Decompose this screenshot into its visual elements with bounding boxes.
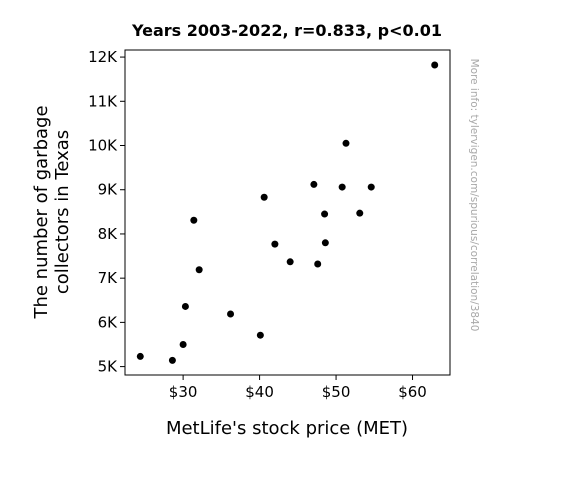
y-tick-label: 6K (98, 313, 119, 331)
ticks-layer: $30 $40 $50 $60 5K 6K 7K 8K 9K 10K 11K 12K (88, 48, 427, 401)
y-axis-title-line-1: The number of garbage (31, 105, 52, 319)
source-watermark: More info: tylervigen.com/spurious/corre… (468, 59, 480, 332)
chart-title: Years 2003-2022, r=0.833, p<0.01 (131, 21, 442, 40)
data-point (181, 302, 189, 310)
data-point (356, 209, 364, 217)
points-layer (136, 61, 439, 364)
data-point (168, 356, 176, 364)
data-point (260, 193, 268, 201)
data-point (314, 260, 322, 268)
y-tick-label: 9K (98, 181, 119, 199)
x-tick-label: $50 (322, 383, 351, 401)
data-point (321, 239, 329, 247)
data-point (431, 61, 439, 69)
data-point (310, 180, 318, 188)
y-tick-label: 12K (88, 48, 118, 66)
data-point (195, 266, 203, 274)
x-tick-label: $60 (398, 383, 427, 401)
data-point (286, 258, 294, 266)
data-point (271, 240, 279, 248)
plot-frame (124, 49, 451, 376)
y-tick-label: 8K (98, 225, 119, 243)
data-point (190, 216, 198, 224)
data-point (321, 210, 329, 218)
x-tick-label: $30 (169, 383, 198, 401)
x-tick-label: $40 (245, 383, 274, 401)
x-axis-title: MetLife's stock price (MET) (166, 418, 408, 439)
data-point (136, 352, 144, 360)
y-tick-label: 10K (88, 137, 118, 155)
data-point (227, 310, 235, 318)
data-point (342, 139, 350, 147)
y-tick-label: 5K (98, 358, 119, 376)
y-axis-title-line-2: collectors in Texas (52, 130, 73, 294)
y-tick-label: 11K (88, 92, 118, 110)
y-tick-label: 7K (98, 269, 119, 287)
data-point (256, 331, 264, 339)
data-point (179, 340, 187, 348)
data-point (367, 183, 375, 191)
data-point (338, 183, 346, 191)
